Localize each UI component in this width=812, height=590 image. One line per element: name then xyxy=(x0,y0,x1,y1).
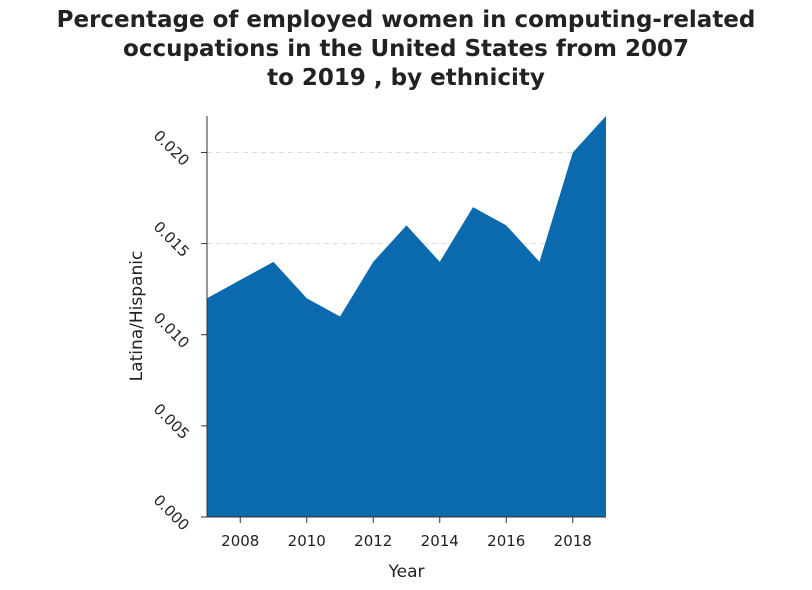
chart-title: Percentage of employed women in computin… xyxy=(0,6,812,93)
x-tick-label: 2008 xyxy=(221,532,259,550)
x-tick-label: 2010 xyxy=(288,532,326,550)
y-tick-label: 0.015 xyxy=(150,218,193,261)
x-tick-label: 2014 xyxy=(421,532,459,550)
x-tick-label: 2016 xyxy=(487,532,525,550)
y-tick-label: 0.000 xyxy=(150,491,193,534)
y-tick-label: 0.010 xyxy=(150,309,193,352)
chart-title-line-1: Percentage of employed women in computin… xyxy=(56,7,756,33)
y-tick-label: 0.005 xyxy=(150,400,193,443)
area-series xyxy=(207,116,606,517)
chart-title-line-2: occupations in the United States from 20… xyxy=(123,36,689,62)
y-axis-label: Latina/Hispanic xyxy=(127,251,147,382)
y-tick-label: 0.020 xyxy=(150,127,193,170)
x-axis-label: Year xyxy=(388,562,425,582)
area-fill xyxy=(207,116,606,517)
x-tick-label: 2012 xyxy=(354,532,392,550)
chart-title-line-3: to 2019 , by ethnicity xyxy=(267,65,545,91)
x-tick-label: 2018 xyxy=(554,532,592,550)
